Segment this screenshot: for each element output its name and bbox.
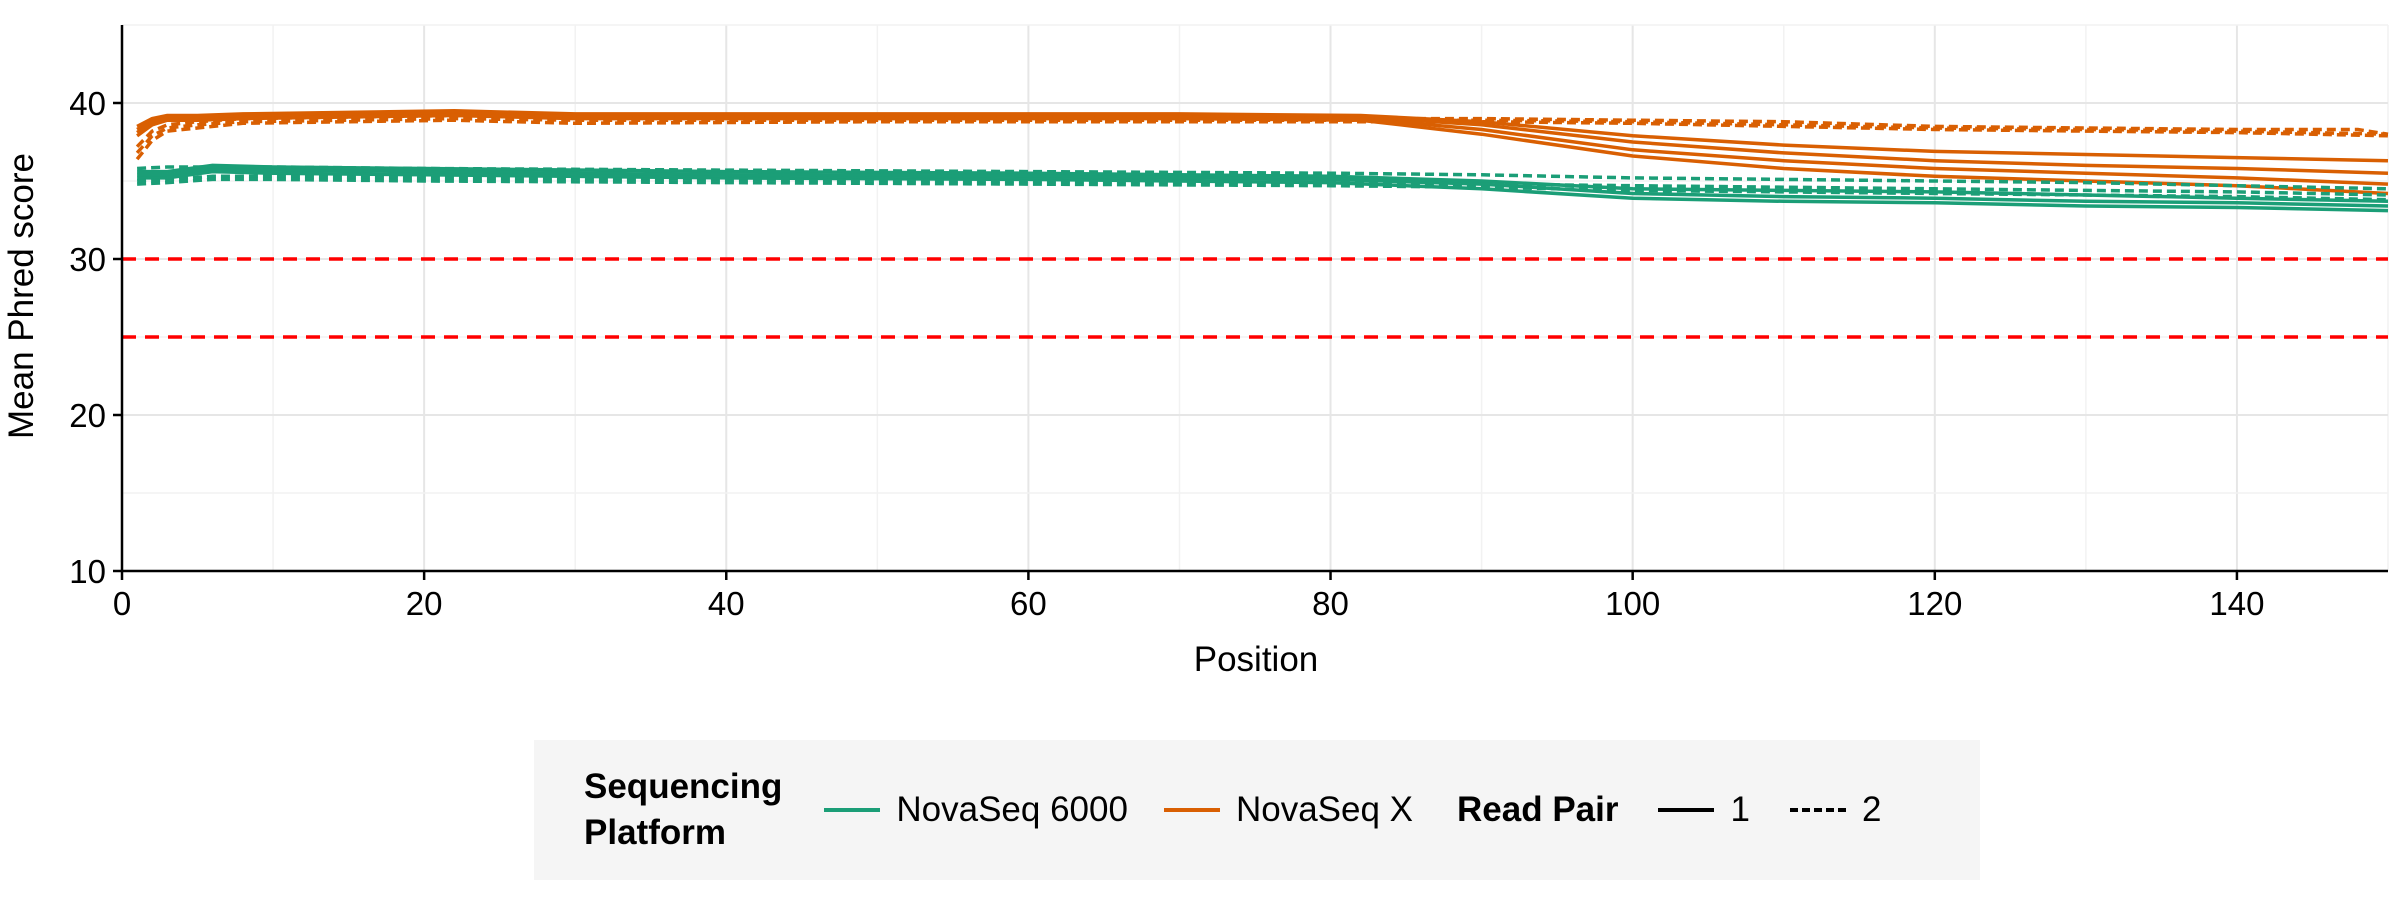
legend-entry-read-2: 2: [1789, 790, 1882, 830]
series-line-novaseq-x-read-2-5: [135, 116, 2389, 155]
legend-entry-read-1: 1: [1658, 790, 1750, 830]
legend-color-title-line2: Platform: [584, 813, 726, 852]
y-tick-label: 20: [69, 397, 106, 434]
legend-color-title-line1: Sequencing: [584, 767, 783, 806]
series-line-novaseq-6000-read-2-11: [137, 174, 2389, 197]
legend-key-novaseq-x: [1163, 808, 1220, 812]
x-axis-title: Position: [1194, 640, 1319, 679]
y-tick-label: 40: [69, 85, 106, 122]
series-line-novaseq-6000-read-2-10: [137, 165, 2389, 191]
legend-label-novaseq-6000: NovaSeq 6000: [896, 790, 1128, 829]
x-tick-label: 120: [1907, 585, 1962, 622]
chart: 0 20 40 60 80 100 120 140 10 20 30 40 Position Mean…: [2, 24, 2389, 679]
series-lines: [135, 109, 2389, 213]
series-line-novaseq-x-read-2-4: [135, 113, 2389, 148]
y-tick-label: 30: [69, 241, 106, 278]
y-axis-title: Mean Phred score: [2, 153, 41, 439]
legend: Sequencing Platform NovaSeq 6000 NovaSeq…: [534, 740, 1980, 880]
x-tick-label: 60: [1010, 585, 1047, 622]
legend-label-novaseq-x: NovaSeq X: [1235, 790, 1414, 829]
x-tick-label: 100: [1605, 585, 1660, 622]
series-line-novaseq-6000-read-1-8: [137, 166, 2389, 208]
series-line-novaseq-x-read-2-6: [135, 118, 2389, 161]
legend-label-read-1: 1: [1730, 790, 1750, 829]
axes: 0 20 40 60 80 100 120 140 10 20 30 40: [69, 25, 2388, 622]
x-tick-label: 0: [113, 585, 131, 622]
y-tick-label: 10: [69, 553, 106, 590]
legend-linetype-title: Read Pair: [1457, 790, 1619, 829]
legend-key-solid: [1658, 808, 1715, 812]
legend-key-dashed: [1789, 808, 1846, 812]
x-tick-label: 40: [708, 585, 745, 622]
x-tick-label: 140: [2209, 585, 2264, 622]
legend-label-read-2: 2: [1861, 790, 1882, 829]
legend-entry-novaseq-x: NovaSeq X: [1163, 790, 1414, 830]
reference-lines: [122, 257, 2388, 339]
legend-color-title: Sequencing Platform: [584, 764, 782, 856]
x-tick-label: 80: [1312, 585, 1349, 622]
x-tick-label: 20: [406, 585, 443, 622]
legend-entry-novaseq-6000: NovaSeq 6000: [824, 790, 1128, 830]
series-line-novaseq-6000-read-2-12: [137, 177, 2389, 202]
grid: [121, 24, 2389, 572]
legend-key-novaseq-6000: [824, 808, 881, 812]
